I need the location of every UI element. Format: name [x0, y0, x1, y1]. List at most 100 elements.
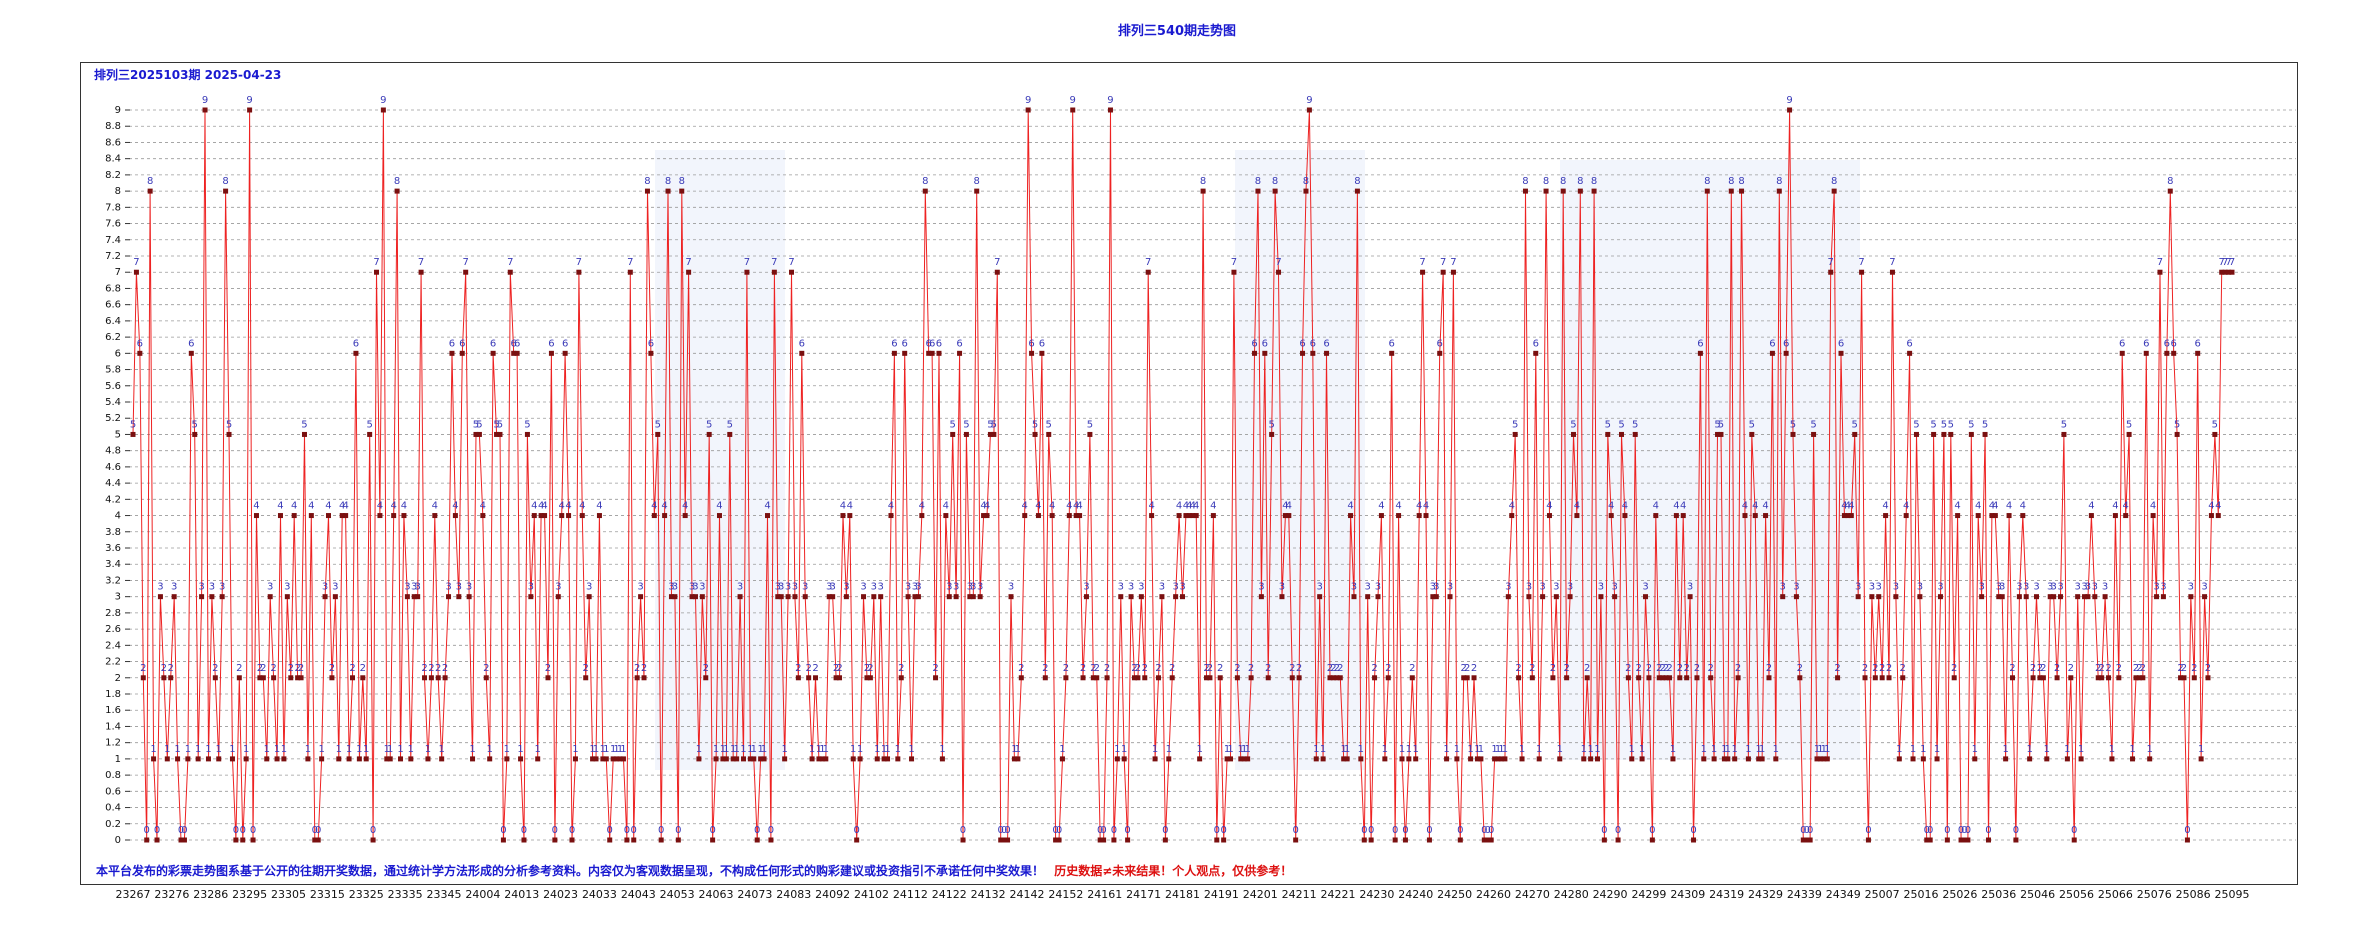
- data-point: [1125, 837, 1131, 843]
- data-point: [2143, 350, 2149, 356]
- data-label: 2: [1862, 663, 1868, 674]
- data-label: 6: [648, 338, 654, 349]
- data-point: [2130, 756, 2136, 762]
- data-point: [336, 756, 342, 762]
- data-label: 7: [373, 257, 379, 268]
- data-label: 3: [785, 582, 791, 593]
- data-label: 2: [2009, 663, 2015, 674]
- data-label: 3: [1526, 582, 1532, 593]
- data-label: 1: [1241, 744, 1247, 755]
- data-label: 4: [1742, 501, 1748, 512]
- data-point: [435, 675, 441, 681]
- data-label: 4: [308, 501, 314, 512]
- data-label: 1: [1224, 744, 1230, 755]
- data-point: [1368, 837, 1374, 843]
- data-label: 3: [1365, 582, 1371, 593]
- data-point: [494, 431, 500, 437]
- data-point: [1063, 675, 1069, 681]
- data-point: [1567, 594, 1573, 600]
- data-label: 8: [1577, 176, 1583, 187]
- data-point: [1533, 350, 1539, 356]
- data-label: 3: [1430, 582, 1436, 593]
- data-label: 0: [1052, 825, 1058, 836]
- data-point: [799, 350, 805, 356]
- data-label: 2: [1951, 663, 1957, 674]
- data-label: 1: [2129, 744, 2135, 755]
- data-label: 1: [747, 744, 753, 755]
- data-point: [1601, 837, 1607, 843]
- data-point: [789, 269, 795, 275]
- data-label: 3: [2047, 582, 2053, 593]
- data-point: [2147, 756, 2153, 762]
- data-point: [1210, 513, 1216, 519]
- data-point: [778, 594, 784, 600]
- data-label: 3: [2081, 582, 2087, 593]
- data-point: [596, 513, 602, 519]
- y-tick-label: 6: [115, 348, 121, 359]
- data-point: [651, 513, 657, 519]
- data-point: [658, 837, 664, 843]
- data-point: [1913, 431, 1919, 437]
- data-label: 6: [1323, 338, 1329, 349]
- y-tick-label: 5.8: [105, 365, 121, 376]
- data-label: 1: [1701, 744, 1707, 755]
- data-label: 2: [435, 663, 441, 674]
- data-label: 0: [1985, 825, 1991, 836]
- data-label: 2: [2177, 663, 2183, 674]
- data-label: 1: [1745, 744, 1751, 755]
- data-point: [247, 107, 253, 113]
- data-point: [295, 675, 301, 681]
- data-point: [2119, 350, 2125, 356]
- data-point: [850, 756, 856, 762]
- data-label: 0: [1361, 825, 1367, 836]
- data-label: 3: [1937, 582, 1943, 593]
- data-label: 2: [329, 663, 335, 674]
- data-point: [312, 837, 318, 843]
- data-label: 0: [1601, 825, 1607, 836]
- data-label: 5: [366, 419, 372, 430]
- y-tick-label: 1.8: [105, 689, 121, 700]
- data-point: [682, 513, 688, 519]
- data-point: [2160, 594, 2166, 600]
- y-tick-label: 2.4: [105, 640, 121, 651]
- data-label: 5: [706, 419, 712, 430]
- data-label: 4: [2006, 501, 2012, 512]
- data-label: 1: [1498, 744, 1504, 755]
- data-label: 1: [2002, 744, 2008, 755]
- data-point: [1886, 675, 1892, 681]
- data-label: 3: [445, 582, 451, 593]
- data-label: 1: [205, 744, 211, 755]
- data-point: [634, 675, 640, 681]
- data-point: [1231, 269, 1237, 275]
- data-label: 6: [1299, 338, 1305, 349]
- data-label: 5: [1790, 419, 1796, 430]
- data-label: 1: [600, 744, 606, 755]
- data-label: 3: [1159, 582, 1165, 593]
- data-label: 5: [1930, 419, 1936, 430]
- data-point: [1228, 756, 1234, 762]
- data-label: 3: [2092, 582, 2098, 593]
- data-label: 4: [847, 501, 853, 512]
- data-point: [377, 513, 383, 519]
- data-label: 8: [394, 176, 400, 187]
- data-label: 3: [1642, 582, 1648, 593]
- y-tick-label: 2.6: [105, 624, 121, 635]
- data-label: 4: [1841, 501, 1847, 512]
- data-label: 5: [1605, 419, 1611, 430]
- data-label: 1: [469, 744, 475, 755]
- data-point: [2205, 675, 2211, 681]
- data-label: 5: [1570, 419, 1576, 430]
- data-point: [144, 837, 150, 843]
- data-label: 4: [919, 501, 925, 512]
- data-label: 3: [1793, 582, 1799, 593]
- data-label: 6: [2143, 338, 2149, 349]
- data-point: [929, 350, 935, 356]
- data-label: 8: [1200, 176, 1206, 187]
- data-label: 2: [833, 663, 839, 674]
- data-label: 3: [171, 582, 177, 593]
- y-tick-label: 6.4: [105, 316, 121, 327]
- data-point: [1931, 431, 1937, 437]
- data-point: [1948, 431, 1954, 437]
- data-label: 3: [1118, 582, 1124, 593]
- data-label: 1: [751, 744, 757, 755]
